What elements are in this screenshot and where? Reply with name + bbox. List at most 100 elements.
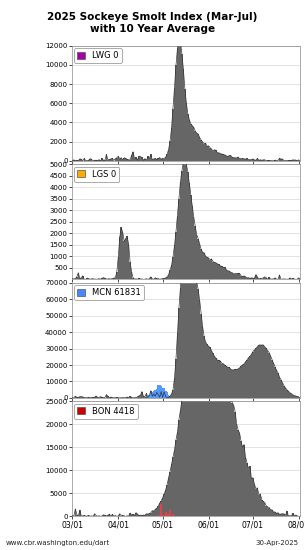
Bar bbox=[175, 65, 177, 161]
Bar bbox=[277, 373, 279, 398]
Bar bbox=[276, 370, 277, 398]
Bar bbox=[112, 514, 113, 516]
Bar bbox=[273, 512, 274, 516]
Bar bbox=[240, 276, 242, 279]
Bar bbox=[181, 171, 183, 279]
Bar bbox=[149, 514, 150, 516]
Bar bbox=[82, 276, 84, 279]
Bar bbox=[115, 515, 116, 516]
Bar bbox=[209, 348, 211, 398]
Bar bbox=[264, 503, 265, 516]
Bar bbox=[273, 364, 274, 398]
Bar bbox=[261, 345, 263, 398]
Bar bbox=[298, 160, 300, 161]
Bar bbox=[215, 263, 217, 279]
Bar bbox=[122, 515, 124, 516]
Bar bbox=[267, 507, 268, 516]
Bar bbox=[196, 331, 197, 516]
Bar bbox=[76, 160, 77, 161]
Bar bbox=[260, 160, 261, 161]
Bar bbox=[169, 141, 171, 161]
Bar bbox=[163, 159, 165, 161]
Bar bbox=[249, 160, 251, 161]
Bar bbox=[231, 370, 233, 398]
Bar bbox=[75, 396, 76, 398]
Bar bbox=[181, 54, 183, 161]
Bar bbox=[260, 278, 261, 279]
Bar bbox=[292, 514, 294, 516]
Bar bbox=[265, 278, 267, 279]
Bar bbox=[288, 391, 289, 398]
Bar bbox=[227, 156, 228, 161]
Bar bbox=[104, 515, 106, 516]
Bar bbox=[202, 337, 203, 516]
Bar bbox=[129, 397, 131, 398]
Bar bbox=[289, 160, 291, 161]
Bar bbox=[159, 515, 161, 516]
Bar bbox=[228, 382, 230, 516]
Bar bbox=[178, 309, 180, 398]
Bar bbox=[294, 515, 295, 516]
Bar bbox=[163, 515, 165, 516]
Bar bbox=[187, 367, 188, 516]
Bar bbox=[249, 466, 251, 516]
Bar bbox=[298, 278, 300, 279]
Bar bbox=[87, 278, 88, 279]
Bar bbox=[188, 224, 190, 398]
Bar bbox=[140, 515, 141, 516]
Bar bbox=[274, 512, 276, 516]
Bar bbox=[152, 160, 153, 161]
Bar bbox=[224, 267, 225, 279]
Bar bbox=[252, 478, 254, 516]
Bar bbox=[233, 158, 235, 161]
Bar bbox=[129, 513, 131, 516]
Bar bbox=[242, 158, 243, 161]
Bar bbox=[132, 152, 134, 161]
Bar bbox=[95, 515, 97, 516]
Bar bbox=[88, 397, 89, 398]
Bar bbox=[195, 131, 196, 161]
Bar bbox=[230, 395, 231, 516]
Bar bbox=[192, 126, 193, 161]
Bar bbox=[263, 502, 264, 516]
Bar bbox=[199, 244, 200, 279]
Bar bbox=[218, 350, 220, 516]
Bar bbox=[184, 161, 185, 279]
Bar bbox=[225, 156, 227, 161]
Bar bbox=[215, 333, 217, 516]
Bar bbox=[295, 160, 296, 161]
Bar bbox=[157, 278, 159, 279]
Bar bbox=[243, 276, 245, 279]
Bar bbox=[268, 508, 270, 516]
Bar bbox=[212, 151, 214, 161]
Bar bbox=[211, 259, 212, 279]
Bar bbox=[156, 508, 157, 516]
Bar bbox=[193, 349, 195, 516]
Bar bbox=[274, 278, 276, 279]
Bar bbox=[131, 272, 132, 279]
Bar bbox=[185, 375, 187, 516]
Bar bbox=[181, 271, 183, 398]
Text: 2025 Sockeye Smolt Index (Mar-Jul)
with 10 Year Average: 2025 Sockeye Smolt Index (Mar-Jul) with … bbox=[47, 12, 258, 35]
Bar bbox=[240, 441, 242, 516]
Bar bbox=[147, 156, 149, 161]
Bar bbox=[248, 469, 249, 516]
Bar bbox=[166, 393, 168, 398]
Bar bbox=[159, 503, 160, 516]
Bar bbox=[228, 271, 230, 279]
Bar bbox=[192, 351, 193, 516]
Bar bbox=[264, 347, 265, 398]
Bar bbox=[178, 420, 180, 516]
Bar bbox=[255, 160, 257, 161]
Bar bbox=[206, 257, 208, 279]
Bar bbox=[187, 172, 188, 279]
Bar bbox=[157, 515, 159, 516]
Bar bbox=[165, 397, 166, 398]
Bar bbox=[183, 69, 184, 161]
Bar bbox=[200, 249, 202, 279]
Bar bbox=[138, 396, 140, 398]
Bar bbox=[254, 484, 255, 516]
Bar bbox=[231, 403, 233, 516]
Bar bbox=[215, 358, 217, 398]
Bar bbox=[292, 278, 294, 279]
